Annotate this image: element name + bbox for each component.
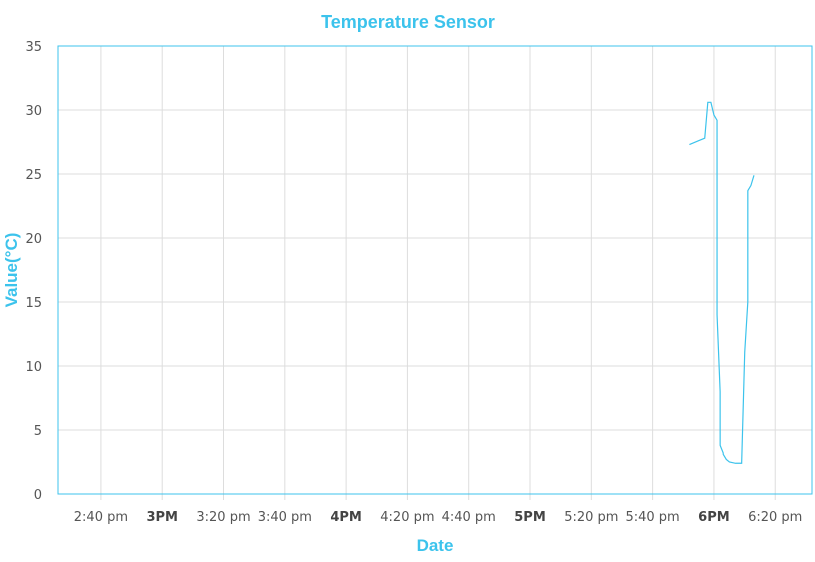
y-axis-ticks: 0 5 10 15 20 25 30 35 xyxy=(25,40,42,503)
plot-frame xyxy=(57,45,813,495)
x-axis-ticks: 2:40 pm 3PM 3:20 pm 3:40 pm 4PM 4:20 pm 4:40 p… xyxy=(74,494,802,525)
x-tick-label: 5:20 pm xyxy=(564,510,618,525)
x-tick-label: 6PM xyxy=(698,510,730,525)
x-tick-label: 4:40 pm xyxy=(442,510,496,525)
y-tick-label: 0 xyxy=(34,488,42,503)
x-tick-label: 2:40 pm xyxy=(74,510,128,525)
x-tick-label: 3:40 pm xyxy=(258,510,312,525)
chart-title: Temperature Sensor xyxy=(321,12,495,32)
y-tick-label: 25 xyxy=(25,168,42,183)
x-tick-label: 5:40 pm xyxy=(625,510,679,525)
x-axis-title: Date xyxy=(417,536,454,555)
grid-lines xyxy=(58,45,812,495)
y-axis-title: Value(°C) xyxy=(2,233,21,308)
y-tick-label: 15 xyxy=(25,296,42,311)
x-tick-label: 3:20 pm xyxy=(196,510,250,525)
y-tick-label: 30 xyxy=(25,104,42,119)
x-tick-label: 3PM xyxy=(146,510,178,525)
x-tick-label: 5PM xyxy=(514,510,546,525)
y-tick-label: 35 xyxy=(25,40,42,55)
x-tick-label: 4:20 pm xyxy=(380,510,434,525)
x-tick-label: 6:20 pm xyxy=(748,510,802,525)
series-line-temperature xyxy=(689,101,755,464)
x-tick-label: 4PM xyxy=(330,510,362,525)
y-tick-label: 5 xyxy=(34,424,42,439)
y-tick-label: 10 xyxy=(25,360,42,375)
y-tick-label: 20 xyxy=(25,232,42,247)
